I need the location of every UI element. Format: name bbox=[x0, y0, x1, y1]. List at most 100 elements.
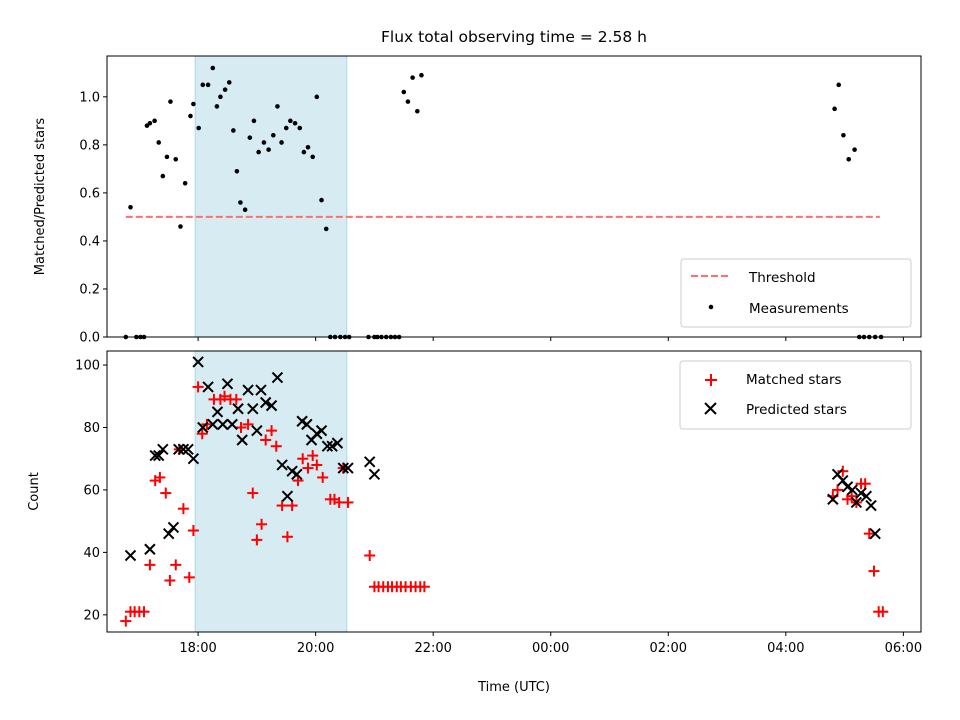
predicted-star-point bbox=[217, 418, 229, 431]
measurement-point bbox=[310, 154, 316, 160]
predicted-star-point bbox=[144, 543, 156, 555]
predicted-star-point bbox=[276, 459, 288, 471]
measurement-point bbox=[205, 82, 211, 88]
matched-star-point bbox=[242, 418, 254, 430]
measurement-point bbox=[234, 168, 240, 174]
measurement-point bbox=[222, 87, 228, 92]
measurement-point bbox=[410, 75, 415, 80]
measurement-point bbox=[218, 94, 223, 100]
predicted-star-point bbox=[167, 521, 180, 534]
predicted-star-point bbox=[187, 453, 200, 465]
predicted-star-point bbox=[202, 381, 214, 393]
observing-window-shade bbox=[194, 55, 348, 338]
legend-matched-label: Matched stars bbox=[746, 372, 842, 388]
predicted-star-point bbox=[226, 418, 238, 431]
ratio-panel-frame bbox=[106, 55, 922, 338]
predicted-star-point bbox=[315, 424, 328, 437]
matched-star-point bbox=[160, 487, 172, 499]
matched-star-point bbox=[235, 421, 247, 433]
measurement-point bbox=[200, 82, 206, 88]
predicted-star-point bbox=[837, 474, 849, 487]
count-y-axis-label: Count bbox=[27, 472, 42, 511]
measurement-point bbox=[160, 173, 166, 179]
y-tick-label: 80 bbox=[83, 421, 100, 436]
predicted-star-point bbox=[177, 443, 190, 456]
x-tick-label: 04:00 bbox=[767, 641, 804, 656]
predicted-star-point bbox=[182, 443, 194, 456]
predicted-star-point bbox=[342, 462, 354, 474]
matched-star-point bbox=[230, 393, 242, 405]
matched-star-point bbox=[307, 450, 319, 462]
predicted-star-point bbox=[197, 421, 209, 434]
y-tick-label: 100 bbox=[75, 359, 100, 374]
predicted-star-point bbox=[255, 384, 267, 396]
predicted-star-point bbox=[291, 468, 303, 481]
matched-star-point bbox=[120, 615, 132, 627]
matched-star-point bbox=[832, 484, 844, 496]
predicted-star-point bbox=[281, 490, 294, 502]
matched-star-point bbox=[837, 465, 849, 477]
matched-star-point bbox=[196, 428, 208, 440]
matched-star-point bbox=[364, 550, 376, 562]
measurement-point bbox=[164, 154, 170, 160]
predicted-star-point bbox=[221, 378, 234, 390]
measurement-point bbox=[182, 180, 188, 186]
y-tick-label: 0.8 bbox=[79, 138, 100, 153]
measurement-point bbox=[319, 197, 324, 203]
count-panel-frame bbox=[106, 350, 922, 633]
predicted-star-point bbox=[251, 424, 263, 437]
predicted-star-point bbox=[172, 443, 185, 456]
matched-star-point bbox=[270, 440, 282, 452]
legend-matched-marker bbox=[705, 374, 717, 386]
predicted-star-point bbox=[865, 499, 877, 512]
measurement-point bbox=[196, 125, 201, 131]
matched-star-point bbox=[311, 459, 323, 471]
legend-frame bbox=[680, 258, 912, 328]
y-tick-label: 0.6 bbox=[79, 186, 100, 201]
measurement-point bbox=[261, 140, 267, 145]
measurement-point bbox=[292, 120, 298, 126]
predicted-star-point bbox=[157, 443, 169, 456]
matched-star-point bbox=[418, 581, 430, 593]
measurement-point bbox=[173, 156, 179, 162]
y-tick-label: 0.0 bbox=[79, 331, 100, 346]
matched-star-point bbox=[256, 518, 268, 530]
measurement-point bbox=[297, 125, 303, 131]
measurement-point bbox=[305, 144, 311, 150]
measurement-point bbox=[191, 101, 196, 107]
measurement-point bbox=[836, 82, 842, 88]
matched-star-point bbox=[863, 528, 875, 540]
count-legend: Matched stars Predicted stars bbox=[679, 360, 912, 430]
matched-star-point bbox=[342, 496, 354, 508]
measurement-point bbox=[238, 200, 243, 205]
matched-star-point bbox=[187, 525, 199, 537]
measurement-point bbox=[226, 80, 232, 85]
measurement-point bbox=[266, 147, 271, 152]
matched-star-point bbox=[302, 462, 314, 474]
measurement-point bbox=[214, 104, 220, 109]
predicted-star-point bbox=[869, 527, 881, 540]
matched-star-point bbox=[846, 490, 858, 502]
measurement-point bbox=[247, 135, 253, 140]
y-tick-label: 20 bbox=[83, 608, 100, 623]
matched-star-point bbox=[868, 565, 880, 577]
matched-star-point bbox=[266, 425, 278, 437]
matched-star-point bbox=[170, 559, 182, 571]
measurement-point bbox=[301, 149, 307, 155]
matched-star-point bbox=[859, 478, 871, 490]
measurement-point bbox=[156, 140, 162, 145]
legend-predicted-marker bbox=[704, 402, 717, 415]
x-tick-label: 20:00 bbox=[297, 641, 334, 656]
measurement-point bbox=[210, 65, 216, 71]
chart-title: Flux total observing time = 2.58 h bbox=[381, 28, 647, 46]
measurement-point bbox=[251, 118, 257, 124]
matched-star-point bbox=[183, 571, 195, 583]
predicted-star-point bbox=[242, 384, 254, 396]
ratio-y-axis-label: Matched/Predicted stars bbox=[33, 118, 48, 276]
legend-measurements-label: Measurements bbox=[749, 301, 849, 317]
matched-star-point bbox=[297, 453, 309, 465]
predicted-star-point bbox=[247, 403, 259, 415]
legend-measurements-marker bbox=[708, 304, 714, 310]
measurement-point bbox=[271, 132, 276, 138]
